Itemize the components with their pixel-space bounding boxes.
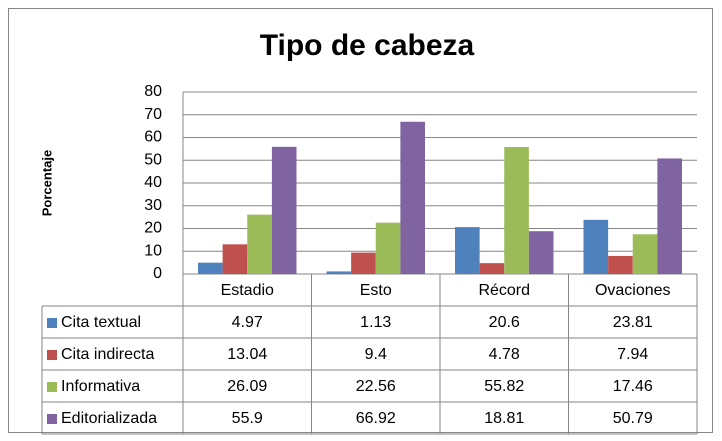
bar [222,244,248,274]
legend-swatch [47,382,57,392]
table-value: 9.4 [365,346,387,363]
table-value: 66.92 [356,410,396,427]
bar [271,146,297,274]
table-value: 23.81 [613,314,653,331]
bar [632,234,658,274]
bar [583,219,609,274]
y-axis-label: Porcentaje [39,150,54,216]
bar [326,271,352,274]
bar [504,147,529,274]
legend-swatch [47,318,57,328]
table-value: 18.81 [484,410,524,427]
table-value: 55.9 [232,410,263,427]
x-tick-label: Estadio [221,282,274,299]
y-tick-label: 70 [144,106,162,123]
table-value: 4.78 [489,346,520,363]
bar [375,222,401,274]
table-value: 4.97 [232,314,263,331]
legend-label: Editorializada [61,410,157,427]
y-tick-label: 50 [144,151,162,168]
table-value: 7.94 [617,346,648,363]
y-tick-label: 80 [144,83,162,100]
bar [400,121,425,274]
bar [479,263,505,274]
y-tick-label: 10 [144,242,162,259]
table-value: 50.79 [613,410,653,427]
legend-label: Cita textual [61,314,141,331]
bar [455,227,480,274]
y-tick-label: 30 [144,197,162,214]
x-tick-label: Ovaciones [595,282,671,299]
bar [528,231,554,274]
legend-label: Informativa [61,378,140,395]
table-value: 26.09 [227,378,267,395]
legend-swatch [47,414,57,424]
bar [657,158,682,274]
x-tick-label: Récord [478,282,530,299]
legend-swatch [47,350,57,360]
y-tick-label: 0 [153,265,162,282]
table-value: 13.04 [227,346,267,363]
table-value: 22.56 [356,378,396,395]
y-tick-label: 40 [144,174,162,191]
y-tick-label: 60 [144,129,162,146]
y-tick-label: 20 [144,220,162,237]
table-value: 20.6 [489,314,520,331]
table-value: 17.46 [613,378,653,395]
bar [198,262,223,274]
table-value: 1.13 [360,314,391,331]
legend-label: Cita indirecta [61,346,154,363]
bar [608,255,633,274]
chart-title: Tipo de cabeza [260,29,475,62]
x-tick-label: Esto [360,282,392,299]
bar [351,252,376,274]
table-value: 55.82 [484,378,524,395]
bar [247,214,272,274]
